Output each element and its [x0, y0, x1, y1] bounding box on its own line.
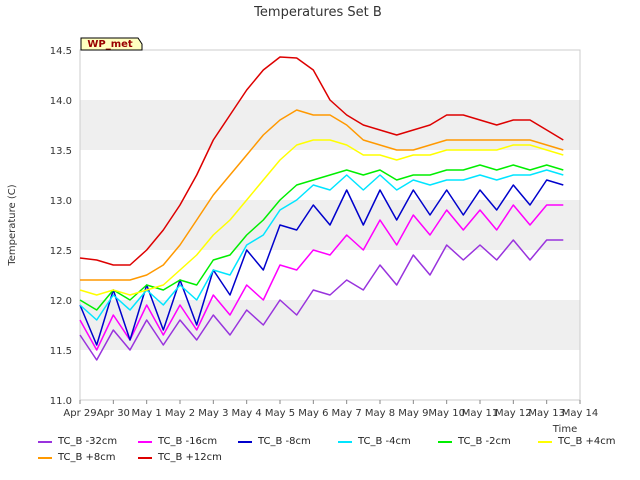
y-tick-label: 14.5	[50, 46, 72, 57]
legend-label: TC_B -4cm	[358, 436, 411, 447]
legend-label: TC_B +8cm	[58, 452, 116, 463]
legend-item: TC_B +8cm	[38, 452, 116, 463]
y-tick-label: 12.5	[50, 246, 72, 257]
annotation-label: WP_met	[87, 39, 133, 50]
series-line-6	[80, 109, 564, 281]
y-tick-label: 11.5	[50, 346, 72, 357]
y-tick-label: 13.5	[50, 146, 72, 157]
series-lines	[79, 56, 564, 361]
x-tick-label: May 11	[462, 408, 499, 419]
x-tick-label: May 7	[332, 408, 362, 419]
y-axis-label: Temperature (C)	[7, 184, 18, 266]
x-tick-label: May 12	[495, 408, 532, 419]
legend-swatch	[38, 440, 52, 443]
legend-label: TC_B -16cm	[158, 436, 218, 447]
x-tick-label: May 2	[165, 408, 195, 419]
legend-item: TC_B -32cm	[38, 436, 117, 447]
legend-label: TC_B -2cm	[458, 436, 511, 447]
x-tick-label: Apr 30	[97, 408, 130, 419]
series-line-0	[79, 239, 564, 361]
annotation-box: WP_met	[80, 37, 143, 51]
legend-swatch	[138, 456, 152, 459]
legend-item: TC_B +4cm	[538, 436, 616, 447]
x-tick-label: Apr 29	[63, 408, 96, 419]
legend-swatch	[438, 440, 452, 443]
x-tick-label: May 3	[198, 408, 228, 419]
x-tick-label: May 13	[528, 408, 565, 419]
x-ticks: Apr 29 Apr 30 May 1 May 2 May 3 May 4 May 5 May…	[63, 400, 598, 419]
x-tick-label: May 14	[562, 408, 599, 419]
legend-swatch	[138, 440, 152, 443]
legend-item: TC_B +12cm	[138, 452, 222, 463]
series-line-1	[79, 204, 564, 351]
legend-item: TC_B -4cm	[338, 436, 411, 447]
legend-item: TC_B -2cm	[438, 436, 511, 447]
grid-band	[80, 300, 580, 350]
x-tick-label: May 1	[132, 408, 162, 419]
legend-item: TC_B -16cm	[138, 436, 217, 447]
legend-label: TC_B -8cm	[258, 436, 311, 447]
legend-swatch	[538, 440, 552, 443]
x-axis-label: Time	[552, 424, 577, 435]
legend-item: TC_B -8cm	[238, 436, 311, 447]
x-tick-label: May 4	[232, 408, 262, 419]
legend-swatch	[38, 456, 52, 459]
x-tick-label: May 10	[428, 408, 465, 419]
x-tick-label: May 5	[265, 408, 295, 419]
legend-label: TC_B +12cm	[158, 452, 222, 463]
grid-band	[80, 100, 580, 150]
legend-swatch	[338, 440, 352, 443]
y-tick-label: 12.0	[50, 296, 72, 307]
x-tick-label: May 9	[398, 408, 428, 419]
y-tick-label: 14.0	[50, 96, 72, 107]
y-tick-label: 11.0	[50, 396, 72, 407]
legend-label: TC_B -32cm	[58, 436, 118, 447]
chart-title: Temperatures Set B	[253, 5, 382, 20]
plot-frame	[79, 49, 581, 401]
legend-swatch	[238, 440, 252, 443]
y-tick-label: 13.0	[50, 196, 72, 207]
series-line-5	[79, 139, 564, 296]
series-line-7	[79, 56, 564, 266]
series-line-4	[79, 164, 564, 311]
x-tick-label: May 6	[298, 408, 328, 419]
series-line-3	[79, 169, 564, 321]
y-ticks: 11.0 11.5 12.0 12.5 13.0 13.5 14.0 14.5	[50, 46, 72, 407]
series-line-2	[79, 179, 564, 346]
legend-label: TC_B +4cm	[558, 436, 616, 447]
x-tick-label: May 8	[365, 408, 395, 419]
